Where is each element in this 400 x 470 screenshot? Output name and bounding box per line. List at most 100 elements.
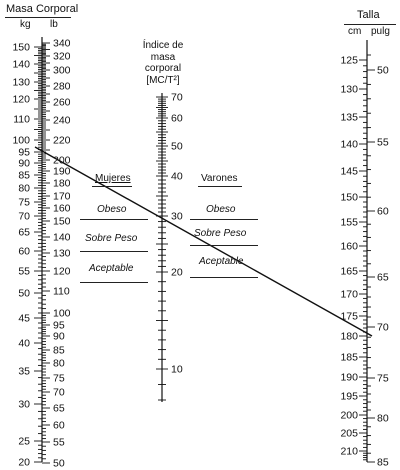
- height-scale-title: Talla: [357, 9, 380, 21]
- mass-kg-label: 110: [13, 114, 30, 126]
- height-cm-label: 200: [340, 410, 358, 422]
- mass-kg-label: 25: [18, 436, 30, 448]
- bmi-label: 50: [171, 141, 183, 153]
- mass-lb-label: 75: [53, 373, 65, 385]
- bmi-label: 20: [171, 267, 183, 279]
- height-cm-label: 190: [340, 372, 358, 384]
- mass-kg-label: 35: [18, 366, 30, 378]
- height-cm-label: 160: [340, 241, 358, 253]
- women-obese-rule: [80, 219, 148, 220]
- mass-lb-label: 90: [53, 331, 65, 343]
- mass-lb-label: 320: [53, 51, 71, 63]
- mass-kg-label: 20: [18, 457, 30, 469]
- height-cm-label: 150: [340, 192, 358, 204]
- mass-scale-title: Masa Corporal: [6, 3, 79, 15]
- height-in-unit: pulg: [371, 26, 390, 37]
- height-cm-label: 180: [340, 331, 358, 343]
- men-acceptable-rule: [190, 277, 258, 278]
- height-cm-label: 185: [340, 352, 358, 364]
- mass-kg-label: 30: [18, 399, 30, 411]
- mass-kg-label: 90: [18, 158, 30, 170]
- mass-kg-label: 100: [12, 135, 30, 147]
- mass-lb-label: 300: [53, 65, 71, 77]
- height-cm-label: 175: [340, 311, 358, 323]
- mass-lb-label: 180: [53, 178, 71, 190]
- mass-kg-label: 40: [18, 338, 30, 350]
- women-obese-label: Obeso: [97, 204, 127, 215]
- men-obese-rule: [190, 219, 258, 220]
- mass-kg-label: 120: [12, 94, 30, 106]
- men-heading: Varones: [201, 173, 238, 184]
- mass-lb-label: 120: [53, 266, 71, 278]
- bmi-label: 10: [171, 364, 183, 376]
- mass-lb-label: 100: [53, 308, 71, 320]
- mass-kg-label: 140: [12, 59, 30, 71]
- height-cm-label: 205: [340, 428, 358, 440]
- height-in-label: 50: [377, 65, 389, 77]
- mass-lb-label: 85: [53, 345, 65, 357]
- height-cm-label: 145: [340, 166, 358, 178]
- height-cm-label: 155: [340, 217, 358, 229]
- bmi-label: 30: [171, 211, 183, 223]
- mass-lb-label: 340: [53, 38, 71, 50]
- bmi-label: 70: [171, 92, 183, 104]
- mass-lb-label: 160: [53, 203, 71, 215]
- men-top-rule: [198, 186, 242, 187]
- mass-lb-label: 60: [53, 420, 65, 432]
- height-cm-label: 165: [340, 266, 358, 278]
- height-in-label: 55: [377, 137, 389, 149]
- mass-kg-label: 150: [12, 42, 30, 54]
- height-in-label: 65: [377, 272, 389, 284]
- mass-kg-label: 55: [18, 266, 30, 278]
- mass-kg-label: 80: [18, 183, 30, 195]
- mass-kg-label: 85: [18, 170, 30, 182]
- women-acceptable-label: Aceptable: [89, 263, 134, 274]
- mass-lb-label: 50: [53, 458, 65, 470]
- example-reading-line: [34, 146, 373, 337]
- mass-lb-label: 260: [53, 97, 71, 109]
- women-overweight-rule: [80, 251, 148, 252]
- women-overweight-label: Sobre Peso: [85, 233, 138, 244]
- height-in-label: 80: [377, 413, 389, 425]
- bmi-title-line-1: Índice de: [142, 40, 184, 51]
- height-cm-label: 140: [340, 139, 358, 151]
- mass-kg-label: 50: [18, 288, 30, 300]
- mass-lb-label: 70: [53, 387, 65, 399]
- mass-lb-label: 130: [53, 248, 71, 260]
- women-heading: Mujeres: [95, 173, 131, 184]
- mass-kg-label: 45: [18, 313, 30, 325]
- height-title-divider: [344, 24, 396, 25]
- mass-kg-label: 75: [18, 197, 30, 209]
- women-top-rule: [92, 186, 132, 187]
- men-obese-label: Obeso: [206, 204, 236, 215]
- mass-lb-label: 80: [53, 358, 65, 370]
- mass-lb-label: 170: [53, 191, 71, 203]
- mass-title-divider: [5, 17, 71, 18]
- mass-lb-label: 55: [53, 437, 65, 449]
- height-in-label: 60: [377, 206, 389, 218]
- bmi-title-line-3: corporal: [144, 63, 182, 74]
- bmi-title-line-2: masa: [150, 51, 176, 63]
- mass-lb-label: 110: [53, 286, 70, 298]
- height-in-label: 70: [377, 322, 389, 334]
- men-overweight-label: Sobre Peso: [194, 228, 247, 239]
- mass-lb-label: 240: [53, 115, 71, 127]
- mass-kg-label: 95: [18, 147, 30, 159]
- height-cm-label: 195: [340, 391, 358, 403]
- height-cm-label: 130: [340, 84, 358, 96]
- mass-kg-label: 70: [18, 211, 30, 223]
- height-cm-unit: cm: [348, 26, 362, 37]
- bmi-title-line-4: [MC/T²]: [146, 74, 180, 86]
- mass-lb-label: 280: [53, 81, 71, 93]
- mass-lb-label: 190: [53, 166, 71, 178]
- height-cm-label: 135: [340, 112, 358, 124]
- mass-lb-label: 95: [53, 320, 65, 332]
- bmi-label: 40: [171, 171, 183, 183]
- mass-lb-label: 220: [53, 135, 71, 147]
- height-cm-label: 170: [340, 289, 358, 301]
- mass-lb-label: 200: [53, 155, 71, 167]
- mass-lb-label: 150: [53, 216, 71, 228]
- mass-lb-label: 65: [53, 403, 65, 415]
- men-overweight-rule: [190, 245, 258, 246]
